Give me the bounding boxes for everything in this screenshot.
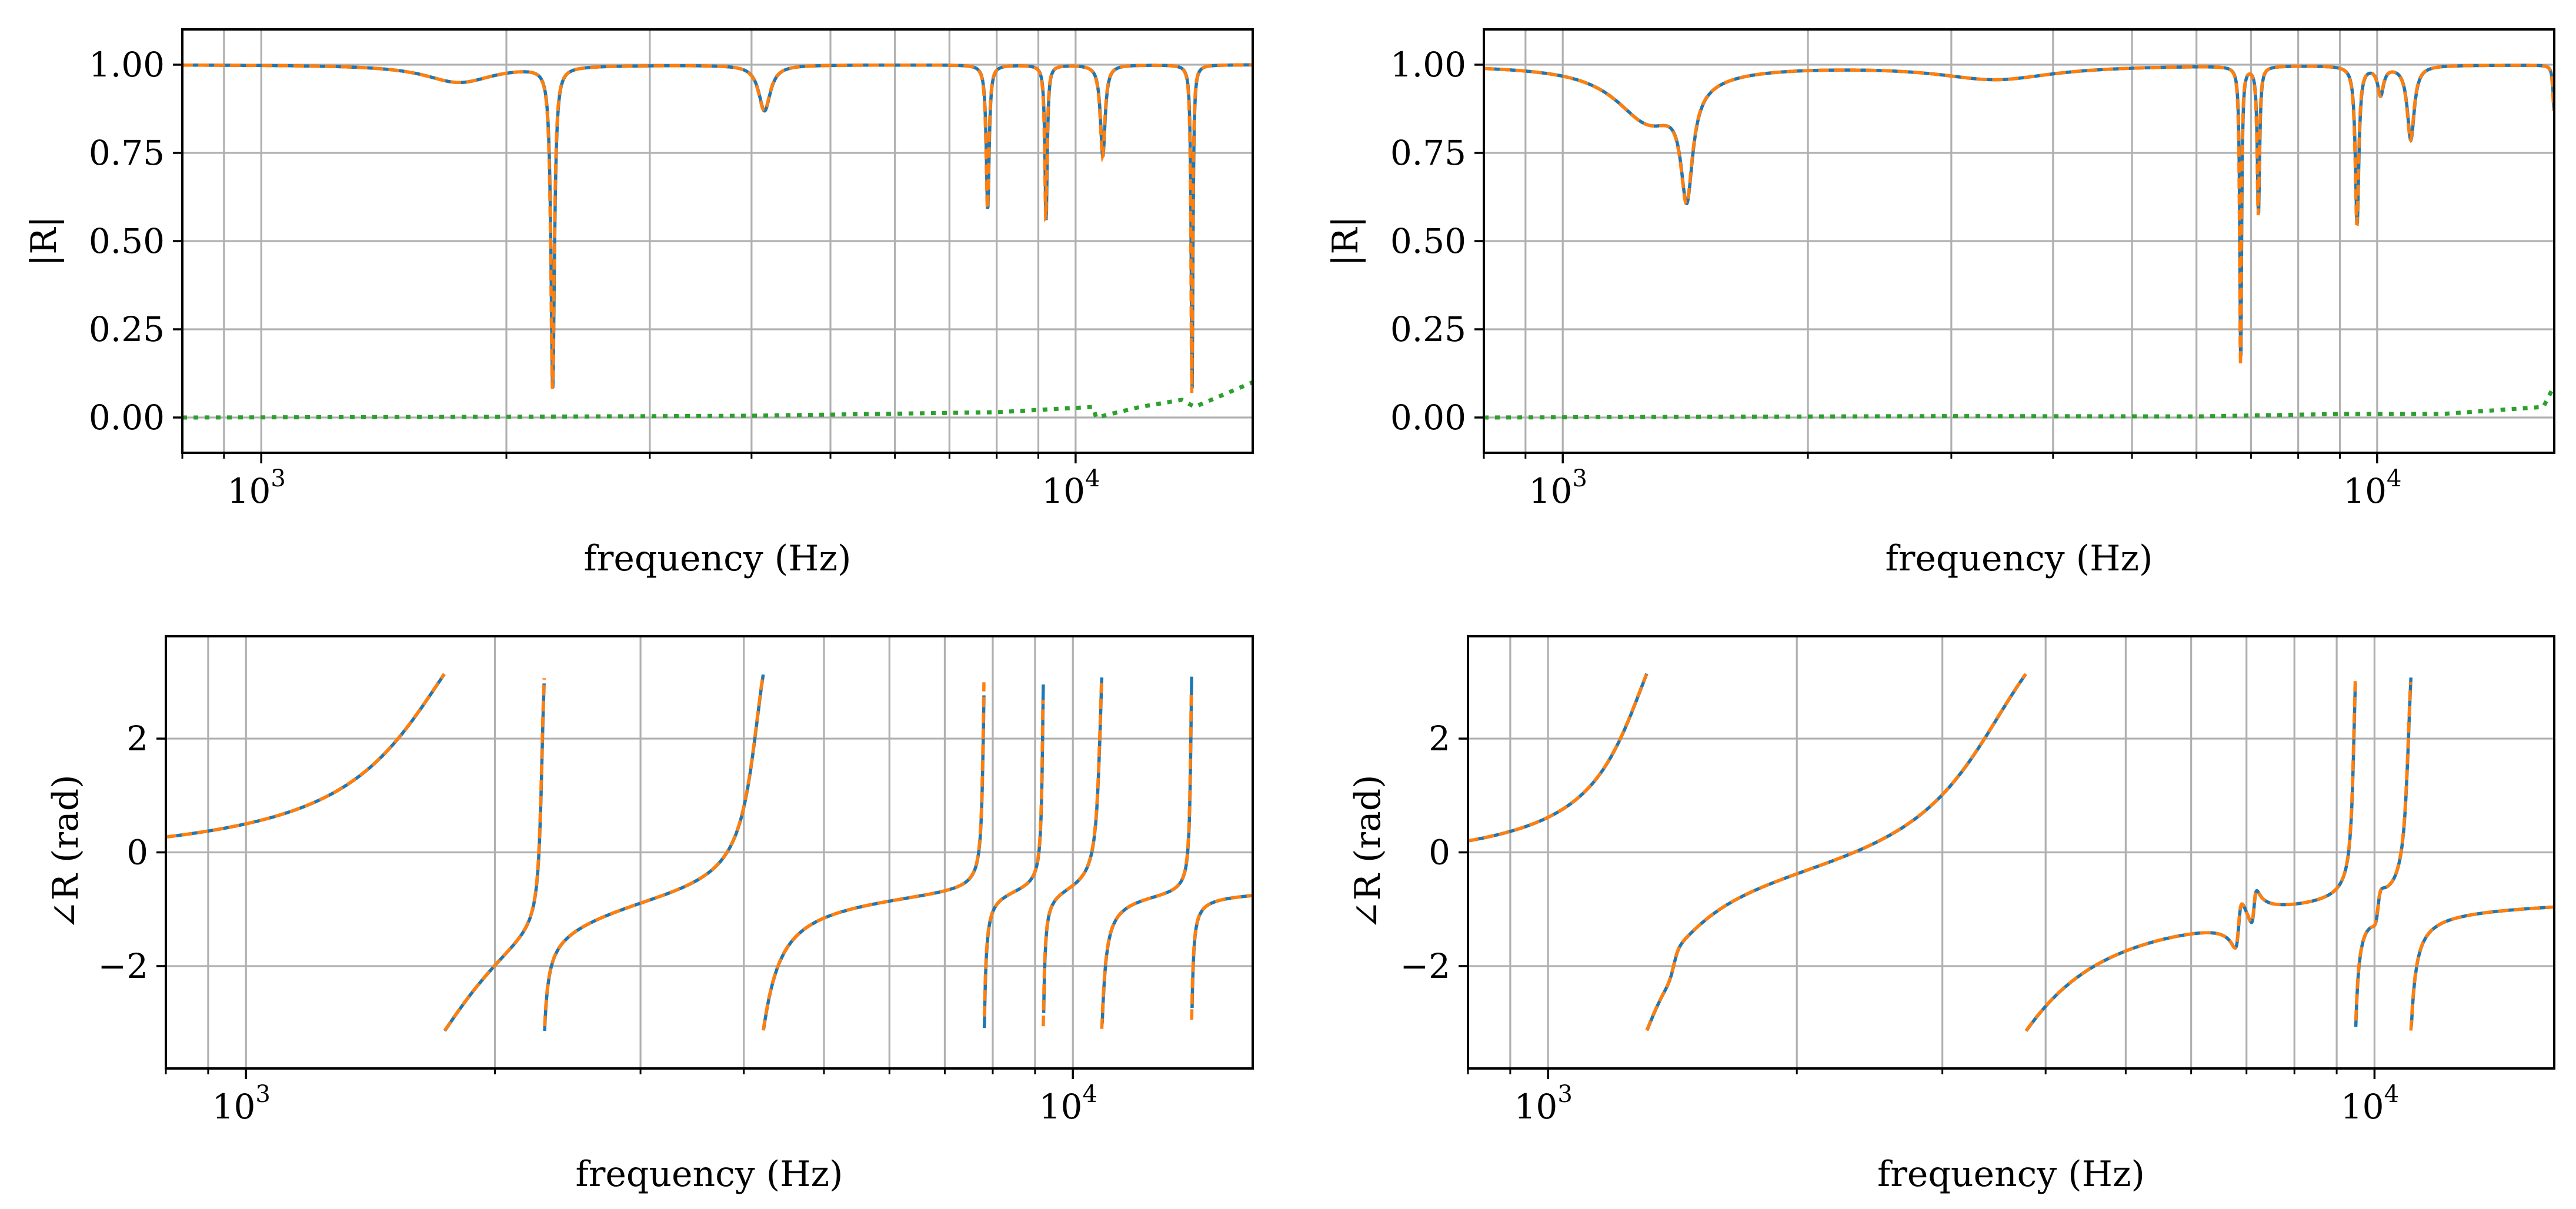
series-line-measured: [1484, 64, 2554, 358]
chart-bottom-right: −2 0 2 103 104 frequency (Hz) ∠R (rad): [1347, 635, 2555, 1195]
y-tick-label: −2: [1400, 946, 1451, 986]
y-axis-label: ∠R (rad): [1347, 774, 1389, 930]
chart-bottom-left: −2 0 2 103 104 frequency (Hz) ∠R (rad): [45, 635, 1254, 1195]
x-axis-label: frequency (Hz): [1877, 1154, 2145, 1195]
grid: [1483, 29, 2554, 453]
plot-area: [166, 673, 1253, 1032]
chart-top-left: 0.00 0.25 0.50 0.75 1.00 103 104 frequency (Hz)…: [24, 28, 1254, 579]
y-tick-label: 0.75: [1390, 133, 1466, 173]
y-axis-label: |R|: [24, 216, 65, 266]
series-line-model: [1484, 64, 2554, 366]
chart-top-right: 0.00 0.25 0.50 0.75 1.00 103 104 frequency (Hz)…: [1325, 28, 2555, 579]
y-tick-label: 0.50: [1390, 221, 1466, 261]
y-tick-label: 0.50: [89, 221, 165, 261]
x-axis-label: frequency (Hz): [584, 538, 852, 579]
y-tick-label: 0.25: [89, 309, 165, 349]
y-tick-label: 2: [126, 719, 148, 759]
y-tick-label: 1.00: [89, 45, 165, 85]
y-tick-label: 2: [1429, 719, 1450, 759]
y-tick-label: −2: [98, 946, 149, 986]
x-tick-label: 103: [228, 465, 286, 511]
x-tick-label: 104: [2341, 1081, 2399, 1127]
x-tick-label: 104: [2343, 465, 2401, 511]
y-axis-label: |R|: [1325, 216, 1366, 266]
x-tick-label: 103: [1529, 465, 1587, 511]
y-tick-label: 1.00: [1390, 45, 1466, 85]
x-tick-label: 104: [1042, 465, 1100, 511]
y-tick-label: 0.75: [89, 133, 165, 173]
series-line-error: [182, 380, 1253, 420]
grid: [1467, 636, 2554, 1068]
series-line-error: [1484, 385, 2554, 420]
series-line-model: [182, 63, 1253, 393]
x-tick-label: 104: [1039, 1081, 1097, 1127]
y-axis-label: ∠R (rad): [45, 774, 86, 930]
y-tick-label: 0: [1429, 833, 1450, 873]
y-tick-label: 0.25: [1390, 309, 1466, 349]
x-tick-label: 103: [1514, 1081, 1573, 1127]
x-tick-label: 103: [212, 1081, 271, 1127]
plot-area: [1484, 64, 2554, 420]
x-axis-label: frequency (Hz): [1886, 538, 2153, 579]
grid: [165, 636, 1253, 1068]
series-line-model: [166, 673, 1253, 1032]
y-tick-label: 0: [126, 833, 148, 873]
plot-area: [182, 63, 1253, 420]
x-axis-label: frequency (Hz): [576, 1154, 843, 1195]
grid: [181, 29, 1253, 453]
y-tick-label: 0.00: [89, 398, 165, 437]
series-line-measured: [182, 63, 1253, 389]
y-tick-label: 0.00: [1390, 398, 1466, 437]
series-line-model: [1468, 673, 2554, 1032]
plot-area: [1468, 673, 2554, 1032]
